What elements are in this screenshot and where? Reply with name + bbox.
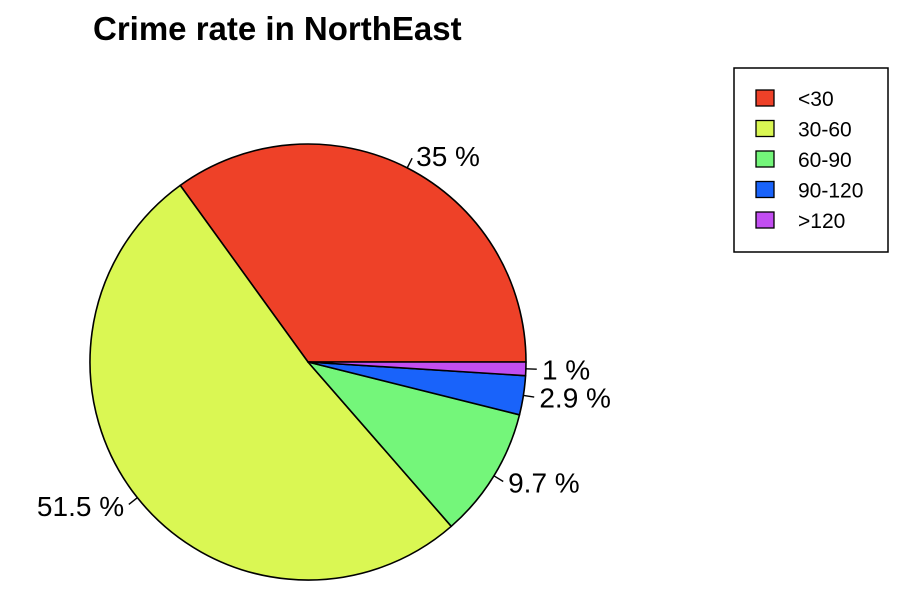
legend-swatch-60-90 xyxy=(755,150,775,168)
pie-leader-lt30 xyxy=(406,157,413,169)
pie-percent-label: 2.9 % xyxy=(539,382,611,413)
legend-label-90-120: 90-120 xyxy=(798,180,863,203)
pie-leader-30-60 xyxy=(128,497,138,505)
legend-swatch-gt120 xyxy=(755,211,775,229)
legend-swatch-30-60 xyxy=(755,119,775,138)
pie-percent-label: 35 % xyxy=(416,141,480,172)
legend: <30 30-60 60-90 90-120 >120 xyxy=(733,67,889,253)
pie-percent-label: 9.7 % xyxy=(508,468,580,499)
pie-percent-label: 1 % xyxy=(542,354,590,385)
legend-swatch-lt30 xyxy=(755,89,775,107)
legend-label-gt120: >120 xyxy=(798,210,845,233)
pie-percent-label: 51.5 % xyxy=(37,491,124,522)
pie-percent-labels: 35 % 51.5 % 9.7 % 2.9 %1 % xyxy=(37,141,611,522)
pie-slice-lt30 xyxy=(179,143,527,363)
pie-slices xyxy=(89,143,527,581)
legend-label-30-60: 30-60 xyxy=(798,119,852,142)
legend-swatch-90-120 xyxy=(755,180,775,199)
pie-slice-60-90 xyxy=(307,361,521,528)
pie-slice-30-60 xyxy=(89,184,453,581)
legend-label-60-90: 60-90 xyxy=(798,149,852,172)
pie-leader-90-120 xyxy=(523,394,535,398)
chart-title: Crime rate in NorthEast xyxy=(93,10,462,47)
legend-label-lt30: <30 xyxy=(798,88,834,111)
pie-label-leaders xyxy=(128,157,537,505)
pie-leader-60-90 xyxy=(493,475,504,483)
